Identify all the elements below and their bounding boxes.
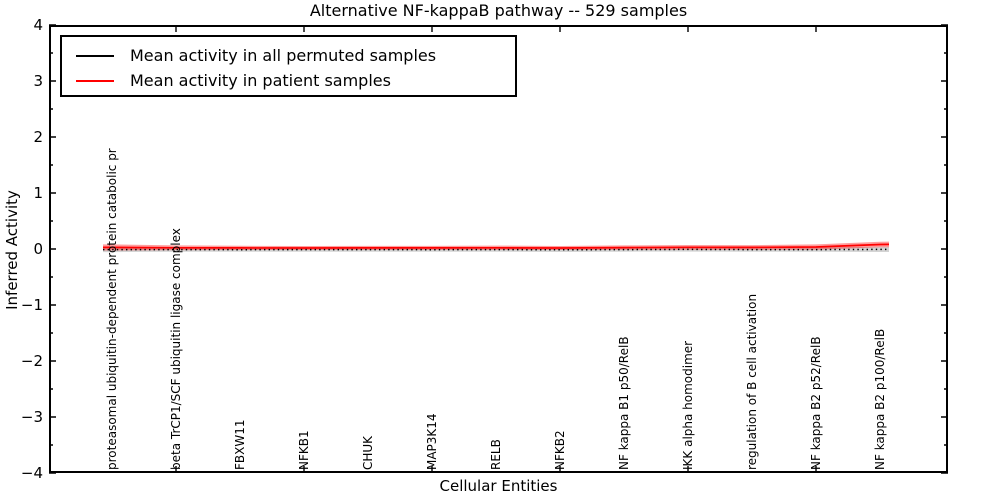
line-series-1: [103, 243, 890, 249]
entity-label: regulation of B cell activation: [745, 293, 759, 470]
y-tick-label: 1: [33, 184, 43, 202]
entity-label: NFKB1: [297, 430, 311, 470]
y-tick-label: 4: [33, 16, 43, 34]
entity-label: beta TrCP1/SCF ubiquitin ligase complex: [169, 228, 183, 470]
y-tick-label: −2: [20, 352, 43, 370]
legend-line-red: [76, 79, 114, 82]
y-tick-label: 3: [33, 72, 43, 90]
entity-label: CHUK: [361, 435, 375, 470]
entity-label: NF kappa B1 p50/RelB: [617, 336, 631, 470]
y-tick-label: 2: [33, 128, 43, 146]
entity-label: IKK alpha homodimer: [681, 340, 695, 470]
y-tick-label: 0: [33, 240, 43, 258]
entity-label: NF kappa B2 p100/RelB: [873, 328, 887, 470]
axis-ticks: [49, 24, 948, 474]
x-axis-label: Cellular Entities: [439, 477, 558, 495]
chart-title: Alternative NF-kappaB pathway -- 529 sam…: [309, 1, 688, 20]
entity-label: NFKB2: [553, 430, 567, 470]
entity-label: NF kappa B2 p52/RelB: [809, 336, 823, 470]
y-tick-label: −1: [20, 296, 43, 314]
entity-label: proteasomal ubiquitin-dependent protein …: [105, 148, 119, 470]
legend-label: Mean activity in patient samples: [130, 71, 391, 90]
legend-line-black: [76, 54, 114, 57]
entity-label: RELB: [489, 439, 503, 470]
legend-label: Mean activity in all permuted samples: [130, 46, 437, 65]
entity-label: MAP3K14: [425, 413, 439, 470]
legend-item: Mean activity in patient samples: [62, 68, 515, 93]
y-tick-label: −4: [20, 464, 43, 482]
legend-item: Mean activity in all permuted samples: [62, 43, 515, 68]
legend: Mean activity in all permuted samples Me…: [60, 35, 517, 97]
y-tick-label: −3: [20, 408, 43, 426]
entity-label: FBXW11: [233, 419, 247, 471]
